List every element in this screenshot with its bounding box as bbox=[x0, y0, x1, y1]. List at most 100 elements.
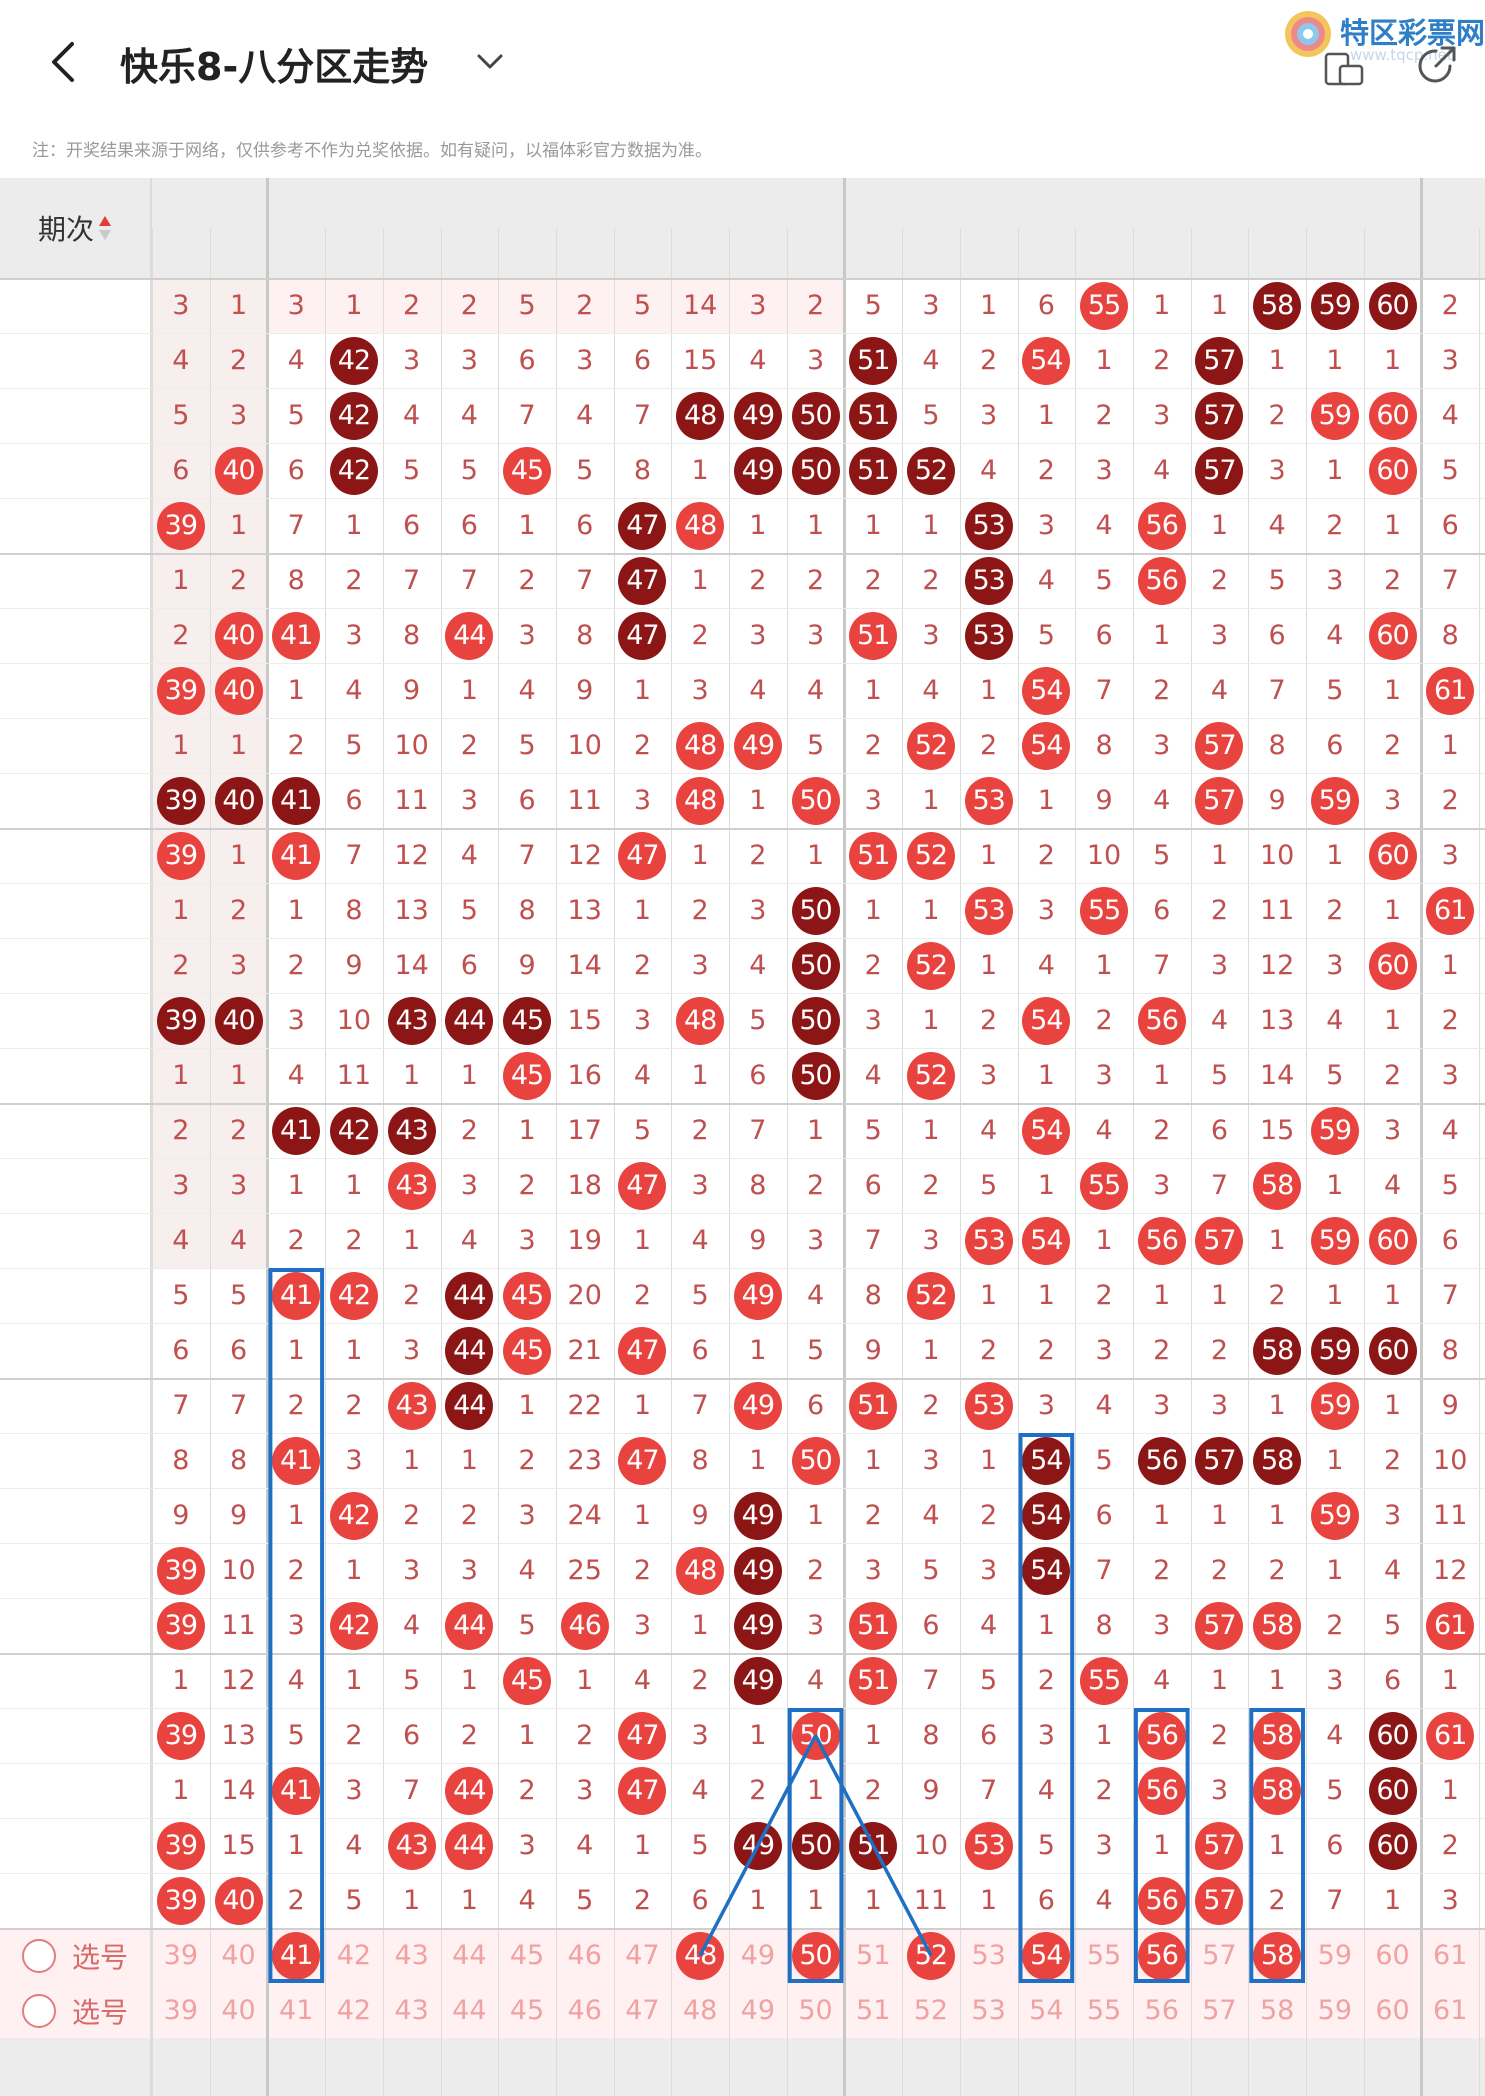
pick-number-cell[interactable]: 58 bbox=[1248, 1983, 1306, 2038]
pick-number-cell[interactable]: 59 bbox=[1306, 1928, 1364, 1983]
pick-number-cell[interactable]: 50 bbox=[787, 1928, 845, 1983]
pick-number[interactable]: 49 bbox=[740, 1995, 776, 2026]
pick-number-cell[interactable]: 40 bbox=[210, 1928, 268, 1983]
pick-number[interactable]: 55 bbox=[1086, 1995, 1122, 2026]
pick-number-cell[interactable]: 44 bbox=[441, 1983, 499, 2038]
pick-number-cell[interactable]: 55 bbox=[1075, 1928, 1133, 1983]
pick-number-cell[interactable]: 58 bbox=[1248, 1928, 1306, 1983]
pick-number-cell[interactable]: 48 bbox=[671, 1928, 729, 1983]
pick-number[interactable]: 50 bbox=[798, 1995, 833, 2026]
selected-number-ball[interactable]: 48 bbox=[676, 1931, 725, 1980]
device-rotate-icon[interactable] bbox=[1322, 44, 1366, 88]
pick-number-cell[interactable]: 56 bbox=[1133, 1928, 1191, 1983]
pick-number[interactable]: 58 bbox=[1259, 1995, 1295, 2026]
pick-row-header[interactable]: 选号 bbox=[0, 1983, 150, 2038]
pick-number-cell[interactable]: 46 bbox=[556, 1983, 614, 2038]
pick-number-cell[interactable]: 59 bbox=[1306, 1983, 1364, 2038]
radio-icon[interactable] bbox=[21, 1938, 56, 1973]
pick-number-cell[interactable]: 47 bbox=[614, 1983, 672, 2038]
pick-number[interactable]: 42 bbox=[336, 1940, 372, 1971]
pick-number[interactable]: 53 bbox=[971, 1940, 1006, 1971]
pick-number-cell[interactable]: 55 bbox=[1075, 1983, 1133, 2038]
pick-number-cell[interactable]: 44 bbox=[441, 1928, 499, 1983]
pick-number-cell[interactable]: 61 bbox=[1421, 1928, 1479, 1983]
pick-number[interactable]: 47 bbox=[625, 1995, 660, 2026]
issue-column-header[interactable]: 期次 bbox=[0, 178, 150, 278]
pick-number[interactable]: 42 bbox=[336, 1995, 372, 2026]
pick-number[interactable]: 60 bbox=[1375, 1940, 1410, 1971]
pick-number-cell[interactable]: 52 bbox=[902, 1928, 960, 1983]
pick-number[interactable]: 48 bbox=[682, 1995, 718, 2026]
pick-number[interactable]: 51 bbox=[856, 1940, 891, 1971]
pick-number[interactable]: 60 bbox=[1375, 1995, 1410, 2026]
pick-number-cell[interactable]: 46 bbox=[556, 1928, 614, 1983]
pick-number[interactable]: 51 bbox=[856, 1995, 891, 2026]
pick-number-cell[interactable]: 45 bbox=[498, 1983, 556, 2038]
pick-number-cell[interactable]: 57 bbox=[1191, 1983, 1249, 2038]
pick-number[interactable]: 61 bbox=[1433, 1995, 1468, 2026]
pick-number[interactable]: 40 bbox=[221, 1995, 256, 2026]
pick-number[interactable]: 44 bbox=[452, 1995, 487, 2026]
pick-number-cell[interactable]: 54 bbox=[1018, 1928, 1076, 1983]
pick-number-cell[interactable]: 41 bbox=[267, 1928, 325, 1983]
pick-number-cell[interactable]: 49 bbox=[729, 1983, 787, 2038]
pick-number-cell[interactable]: 60 bbox=[1364, 1928, 1422, 1983]
selected-number-ball[interactable]: 56 bbox=[1137, 1931, 1186, 1980]
radio-icon[interactable] bbox=[21, 1993, 56, 2028]
pick-number-cell[interactable]: 42 bbox=[325, 1928, 383, 1983]
selected-number-ball[interactable]: 54 bbox=[1022, 1931, 1071, 1980]
pick-number-cell[interactable]: 43 bbox=[383, 1983, 441, 2038]
share-icon[interactable] bbox=[1414, 42, 1460, 88]
pick-number-cell[interactable]: 57 bbox=[1191, 1928, 1249, 1983]
pick-number[interactable]: 45 bbox=[509, 1995, 545, 2026]
pick-number[interactable]: 46 bbox=[567, 1940, 602, 1971]
pick-number-cell[interactable]: 40 bbox=[210, 1983, 268, 2038]
pick-number-cell[interactable]: 48 bbox=[671, 1983, 729, 2038]
pick-number[interactable]: 53 bbox=[971, 1995, 1006, 2026]
pick-number[interactable]: 39 bbox=[163, 1995, 199, 2026]
pick-number[interactable]: 49 bbox=[740, 1940, 776, 1971]
pick-number-cell[interactable]: 50 bbox=[787, 1983, 845, 2038]
pick-number[interactable]: 59 bbox=[1317, 1995, 1353, 2026]
pick-number-cell[interactable]: 51 bbox=[844, 1983, 902, 2038]
sort-icon[interactable] bbox=[98, 214, 112, 242]
pick-number-cell[interactable]: 42 bbox=[325, 1983, 383, 2038]
chevron-down-icon[interactable] bbox=[474, 50, 506, 74]
pick-number[interactable]: 47 bbox=[625, 1940, 660, 1971]
pick-number-cell[interactable]: 56 bbox=[1133, 1983, 1191, 2038]
pick-number[interactable]: 55 bbox=[1086, 1940, 1122, 1971]
selected-number-ball[interactable]: 41 bbox=[272, 1931, 321, 1980]
pick-number-cell[interactable]: 52 bbox=[902, 1983, 960, 2038]
selected-number-ball[interactable]: 52 bbox=[906, 1931, 955, 1980]
pick-number[interactable]: 40 bbox=[221, 1940, 256, 1971]
pick-number[interactable]: 59 bbox=[1317, 1940, 1353, 1971]
pick-number-cell[interactable]: 61 bbox=[1421, 1983, 1479, 2038]
pick-number-cell[interactable]: 54 bbox=[1018, 1983, 1076, 2038]
pick-number-cell[interactable]: 49 bbox=[729, 1928, 787, 1983]
pick-number-cell[interactable]: 39 bbox=[152, 1928, 210, 1983]
pick-number-cell[interactable]: 60 bbox=[1364, 1983, 1422, 2038]
pick-number[interactable]: 52 bbox=[913, 1995, 949, 2026]
pick-number-cell[interactable]: 47 bbox=[614, 1928, 672, 1983]
pick-number[interactable]: 45 bbox=[509, 1940, 545, 1971]
pick-number[interactable]: 43 bbox=[394, 1940, 429, 1971]
pick-number-cell[interactable]: 53 bbox=[960, 1983, 1018, 2038]
pick-number-cell[interactable]: 51 bbox=[844, 1928, 902, 1983]
pick-number[interactable]: 46 bbox=[567, 1995, 602, 2026]
pick-number[interactable]: 56 bbox=[1144, 1995, 1179, 2026]
pick-row-header[interactable]: 选号 bbox=[0, 1928, 150, 1983]
pick-number[interactable]: 57 bbox=[1202, 1995, 1237, 2026]
pick-number[interactable]: 39 bbox=[163, 1940, 199, 1971]
pick-number-cell[interactable]: 41 bbox=[267, 1983, 325, 2038]
selected-number-ball[interactable]: 50 bbox=[791, 1931, 840, 1980]
back-arrow-icon[interactable] bbox=[44, 38, 84, 86]
pick-number-cell[interactable]: 53 bbox=[960, 1928, 1018, 1983]
pick-number-cell[interactable]: 45 bbox=[498, 1928, 556, 1983]
pick-number[interactable]: 43 bbox=[394, 1995, 429, 2026]
pick-number[interactable]: 57 bbox=[1202, 1940, 1237, 1971]
pick-number[interactable]: 44 bbox=[452, 1940, 487, 1971]
pick-number[interactable]: 54 bbox=[1029, 1995, 1064, 2026]
pick-number-cell[interactable]: 39 bbox=[152, 1983, 210, 2038]
pick-number[interactable]: 41 bbox=[279, 1995, 314, 2026]
pick-number[interactable]: 61 bbox=[1433, 1940, 1468, 1971]
